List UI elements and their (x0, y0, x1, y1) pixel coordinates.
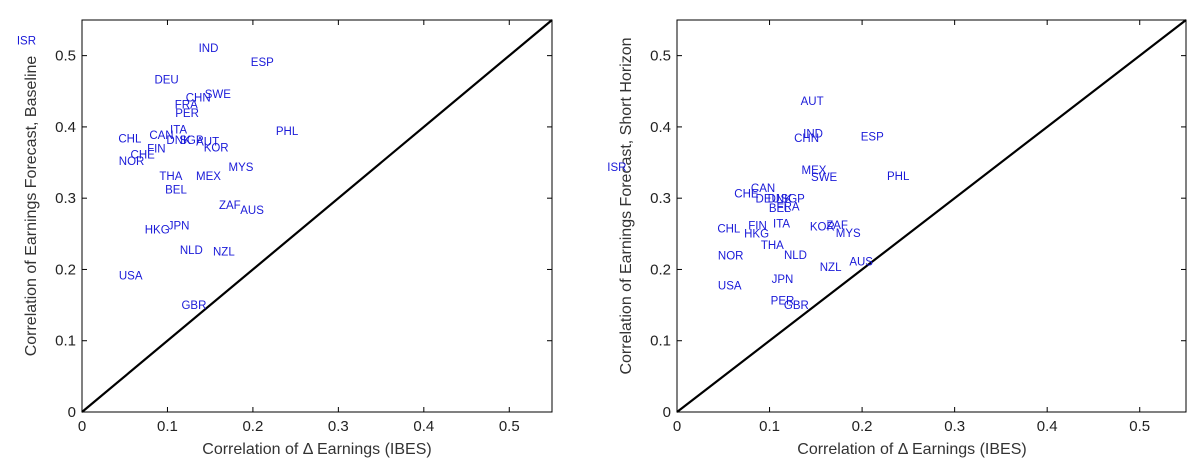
point-label-hkg: HKG (145, 224, 170, 236)
point-label-can: CAN (751, 183, 775, 195)
point-label-phl: PHL (887, 171, 910, 183)
point-label-nzl: NZL (820, 262, 842, 274)
point-label-bel: BEL (769, 203, 791, 215)
point-label-nzl: NZL (213, 246, 235, 258)
diagonal-reference-line (81, 19, 553, 413)
y-tick-label: 0.1 (55, 333, 76, 350)
point-label-per: PER (175, 108, 199, 120)
point-label-fra: FRA (175, 100, 198, 112)
point-label-isr: ISR (17, 35, 36, 47)
point-label-che: CHE (734, 189, 759, 201)
diagonal-reference-line (676, 19, 1187, 413)
x-tick-label: 0.5 (499, 418, 520, 435)
point-label-sgp: SGP (179, 135, 204, 147)
scatter-panel-2: 0 0.1 0.2 0.3 0.4 0.5 0 0.1 0.2 0.3 0.4 0.5 Correlat… (607, 19, 1187, 458)
y-axis-title: Correlation of Earnings Forecast, Short … (618, 37, 635, 374)
point-label-mex: MEX (802, 165, 827, 177)
x-tick-label: 0.3 (328, 418, 349, 435)
y-tick-label: 0 (663, 404, 671, 421)
point-label-ita: ITA (773, 219, 790, 231)
point-label-bel: BEL (165, 184, 187, 196)
point-label-nld: NLD (180, 245, 203, 257)
point-label-zaf: ZAF (219, 200, 241, 212)
point-label-hkg: HKG (744, 229, 769, 241)
point-label-mex: MEX (196, 171, 221, 183)
point-label-kor: KOR (810, 221, 835, 233)
point-label-usa: USA (718, 281, 742, 293)
point-label-nld: NLD (784, 250, 807, 262)
y-tick-label: 0.5 (650, 48, 671, 65)
point-label-jpn: JPN (168, 221, 190, 233)
x-tick-label: 0 (673, 418, 681, 435)
point-label-kor: KOR (204, 142, 229, 154)
point-label-jpn: JPN (772, 274, 794, 286)
point-label-chn: CHN (186, 92, 211, 104)
point-label-esp: ESP (251, 57, 274, 69)
y-axis-title: Correlation of Earnings Forecast, Baseli… (23, 56, 40, 357)
point-label-tha: THA (761, 240, 784, 252)
y-tick-label: 0.2 (650, 261, 671, 278)
x-tick-label: 0.2 (852, 418, 873, 435)
x-tick-label: 0.2 (242, 418, 263, 435)
point-label-chl: CHL (118, 134, 142, 146)
point-label-fin: FIN (147, 144, 166, 156)
point-label-ind: IND (803, 129, 823, 141)
plot-frame (676, 19, 1187, 413)
point-label-deu: DEU (154, 75, 178, 87)
point-label-chn: CHN (794, 133, 819, 145)
point-label-can: CAN (149, 130, 173, 142)
x-tick-label: 0.4 (1037, 418, 1058, 435)
y-tick-label: 0.4 (55, 119, 76, 136)
x-axis-title: Correlation of Δ Earnings (IBES) (202, 441, 431, 458)
point-label-zaf: ZAF (826, 220, 848, 232)
plot-frame (81, 19, 553, 413)
point-label-ind: IND (199, 43, 219, 55)
point-label-dnk: DNK (768, 194, 793, 206)
point-label-usa: USA (119, 271, 143, 283)
point-label-chl: CHL (717, 224, 741, 236)
point-label-ita: ITA (170, 124, 187, 136)
point-label-mys: MYS (836, 228, 861, 240)
point-label-phl: PHL (276, 126, 299, 138)
x-tick-label: 0.4 (413, 418, 434, 435)
point-label-fra: FRA (777, 201, 800, 213)
point-label-dnk: DNK (166, 135, 191, 147)
x-tick-label: 0 (78, 418, 86, 435)
point-label-tha: THA (159, 171, 182, 183)
y-tick-label: 0 (68, 404, 76, 421)
point-label-swe: SWE (205, 89, 232, 101)
point-label-swe: SWE (811, 172, 838, 184)
point-label-che: CHE (131, 149, 156, 161)
point-label-isr: ISR (607, 162, 626, 174)
point-label-aus: AUS (240, 205, 264, 217)
scatter-panel-1: 0 0.1 0.2 0.3 0.4 0.5 0 0.1 0.2 0.3 0.4 0.5 Correlat… (17, 19, 553, 458)
y-tick-label: 0.3 (55, 190, 76, 207)
point-label-gbr: GBR (784, 300, 809, 312)
x-tick-label: 0.5 (1129, 418, 1150, 435)
point-label-gbr: GBR (181, 300, 206, 312)
point-label-mys: MYS (228, 162, 253, 174)
y-tick-label: 0.5 (55, 48, 76, 65)
y-tick-label: 0.1 (650, 333, 671, 350)
point-label-deu: DEU (756, 194, 780, 206)
point-label-sgp: SGP (781, 194, 806, 206)
point-label-nor: NOR (718, 251, 744, 263)
y-tick-label: 0.3 (650, 190, 671, 207)
x-axis-title: Correlation of Δ Earnings (IBES) (797, 441, 1026, 458)
point-label-per: PER (771, 296, 795, 308)
point-label-aut: AUT (196, 137, 219, 149)
x-tick-label: 0.1 (759, 418, 780, 435)
point-label-aut: AUT (801, 96, 824, 108)
y-tick-label: 0.2 (55, 261, 76, 278)
point-label-fin: FIN (748, 221, 767, 233)
point-label-nor: NOR (119, 156, 145, 168)
point-label-aus: AUS (849, 256, 873, 268)
point-label-esp: ESP (861, 132, 884, 144)
x-tick-label: 0.1 (157, 418, 178, 435)
x-tick-label: 0.3 (944, 418, 965, 435)
y-tick-label: 0.4 (650, 119, 671, 136)
